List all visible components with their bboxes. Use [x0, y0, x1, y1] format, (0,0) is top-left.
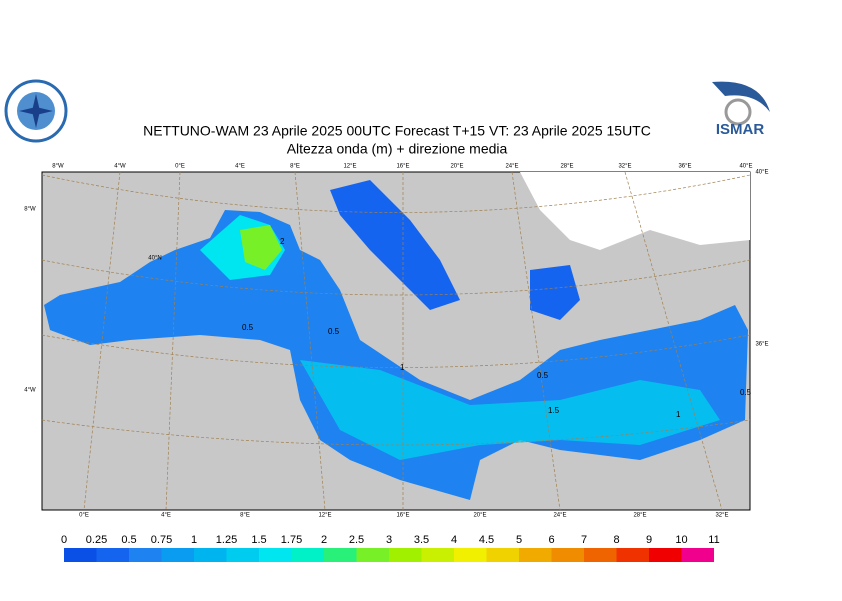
colorbar-label: 3.5 [414, 534, 429, 546]
lon-label: 24°E [505, 164, 518, 170]
lon-label: 20°E [450, 164, 463, 170]
color-swatch [161, 548, 194, 562]
colorbar-label: 0.5 [121, 534, 136, 546]
lon-label: 28°E [560, 164, 573, 170]
color-swatch [259, 548, 292, 562]
lon-label: 8°E [240, 513, 250, 519]
contour-label: 0.5 [242, 323, 254, 332]
lat-label: 40°N [148, 256, 161, 262]
color-swatch [324, 548, 357, 562]
lon-label: 8°W [52, 164, 64, 170]
logo-left [4, 79, 68, 143]
color-swatch [291, 548, 324, 562]
contour-label: 0.5 [740, 388, 752, 397]
colorbar-label: 2.5 [349, 534, 364, 546]
color-swatch [421, 548, 454, 562]
colorbar-label: 11 [708, 534, 719, 546]
colorbar-label: 0.25 [86, 534, 107, 546]
lon-label: 32°E [715, 513, 728, 519]
lon-label: 0°E [79, 513, 89, 519]
color-swatch [681, 548, 714, 562]
colorbar-label: 0.75 [151, 534, 172, 546]
colorbar-label: 8 [613, 534, 619, 546]
lon-label: 24°E [553, 513, 566, 519]
color-swatch [584, 548, 617, 562]
colorbar-label: 1.25 [216, 534, 237, 546]
lat-label: 8°W [24, 207, 36, 213]
lon-label: 28°E [633, 513, 646, 519]
logo-right: ISMAR [709, 79, 771, 141]
title: NETTUNO-WAM 23 Aprile 2025 00UTC Forecas… [143, 123, 651, 139]
lon-label: 12°E [343, 164, 356, 170]
colorbar-label: 6 [548, 534, 554, 546]
lon-label: 4°E [161, 513, 171, 519]
lon-label: 16°E [396, 513, 409, 519]
color-swatch [64, 548, 97, 562]
contour-label: 0.5 [328, 327, 340, 336]
color-swatch [551, 548, 584, 562]
colorbar-label: 5 [516, 534, 522, 546]
color-swatch [389, 548, 422, 562]
colorbar-label: 3 [386, 534, 392, 546]
color-swatch [486, 548, 519, 562]
color-swatch [616, 548, 649, 562]
colorbar-label: 4.5 [479, 534, 494, 546]
contour-label: 0.5 [537, 371, 549, 380]
logo-text: ISMAR [716, 121, 765, 138]
colorbar-label: 4 [451, 534, 457, 546]
contour-label: 1.5 [548, 406, 560, 415]
color-swatch [454, 548, 487, 562]
colorbar-label: 1 [191, 534, 197, 546]
lon-label: 16°E [396, 164, 409, 170]
colorbar-label: 2 [321, 534, 327, 546]
lon-label: 36°E [678, 164, 691, 170]
colorbar-label: 9 [646, 534, 652, 546]
lon-label: 4°W [114, 164, 126, 170]
color-swatch [649, 548, 682, 562]
lon-label: 12°E [318, 513, 331, 519]
subtitle: Altezza onda (m) + direzione media [287, 141, 508, 157]
contour-label: 2 [280, 237, 285, 246]
colorbar: 0 0.25 0.5 0.75 1 1.25 1.5 1.75 2 2.5 3 3.5 4 4.5 5 6 7 8… [61, 534, 720, 562]
color-swatch [194, 548, 227, 562]
contour-label: 1 [676, 410, 681, 419]
lon-label: 40°E [739, 164, 752, 170]
color-swatch [226, 548, 259, 562]
color-swatch [96, 548, 129, 562]
lat-label: 4°W [24, 388, 36, 394]
lon-label: 20°E [473, 513, 486, 519]
lon-label: 8°E [290, 164, 300, 170]
color-swatch [519, 548, 552, 562]
lon-label: 0°E [175, 164, 185, 170]
lon-label: 4°E [235, 164, 245, 170]
color-swatch [129, 548, 162, 562]
colorbar-label: 1.5 [251, 534, 266, 546]
colorbar-label: 1.75 [281, 534, 302, 546]
contour-label: 1 [400, 363, 405, 372]
colorbar-label: 7 [581, 534, 587, 546]
colorbar-label: 0 [61, 534, 67, 546]
colorbar-label: 10 [675, 534, 687, 546]
lat-label: 40°E [755, 170, 768, 176]
lon-label: 32°E [618, 164, 631, 170]
lat-label: 36°E [755, 342, 768, 348]
color-swatch [356, 548, 389, 562]
map [41, 171, 751, 511]
